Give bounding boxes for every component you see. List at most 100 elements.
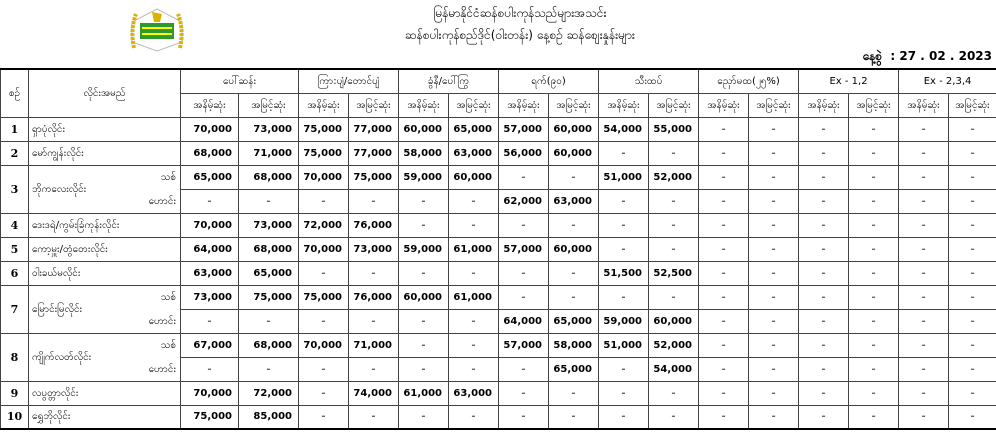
association-logo bbox=[130, 8, 184, 52]
line-name: ရှာပုံလိုင်း bbox=[32, 123, 66, 135]
price-cell: - bbox=[798, 116, 850, 142]
price-cell: - bbox=[448, 260, 499, 286]
price-cell: - bbox=[798, 260, 850, 286]
price-cell: - bbox=[698, 188, 750, 214]
price-cell: - bbox=[598, 236, 649, 262]
price-cell: - bbox=[848, 116, 900, 142]
line-name-cell: ရှာပုံလိုင်း bbox=[28, 116, 181, 142]
price-cell: - bbox=[898, 140, 950, 166]
price-cell: 68,000 bbox=[238, 236, 299, 262]
price-cell: 60,000 bbox=[548, 140, 599, 166]
line-name: လပွတ္တာလိုင်း bbox=[32, 387, 79, 399]
price-cell: - bbox=[848, 380, 900, 406]
price-cell: - bbox=[798, 380, 850, 406]
price-cell: - bbox=[398, 332, 449, 358]
report-date: နေ့စွဲ : 27 . 02 . 2023 bbox=[862, 49, 992, 63]
price-cell: - bbox=[748, 212, 800, 238]
line-name-cell: လပွတ္တာလိုင်း bbox=[28, 380, 181, 406]
price-cell: - bbox=[498, 404, 549, 430]
price-cell: 74,000 bbox=[348, 380, 399, 406]
price-cell: - bbox=[948, 212, 996, 238]
price-cell: - bbox=[698, 236, 750, 262]
price-cell: - bbox=[748, 356, 800, 382]
price-cell: - bbox=[238, 188, 299, 214]
price-cell: 63,000 bbox=[448, 380, 499, 406]
table-row: 9 လပွတ္တာလိုင်း 70,000 72,000-74,000 61,000 6… bbox=[0, 380, 996, 406]
price-cell: - bbox=[798, 236, 850, 262]
price-cell: - bbox=[748, 260, 800, 286]
price-cell: - bbox=[948, 164, 996, 190]
price-cell: - bbox=[598, 284, 649, 310]
col-header-max: အမြင့်ဆုံး bbox=[448, 92, 499, 118]
price-cell: - bbox=[548, 380, 599, 406]
price-cell: - bbox=[348, 404, 399, 430]
price-cell: - bbox=[748, 308, 800, 334]
price-cell: 65,000 bbox=[180, 164, 239, 190]
date-value: 27 . 02 . 2023 bbox=[899, 49, 992, 63]
col-header-group: Ex - 2,3,4 bbox=[898, 68, 996, 94]
table-row: 5 ကော့မှူး/တွံတေးလိုင်း 64,000 68,000 70,000… bbox=[0, 236, 996, 262]
row-number: 3 bbox=[0, 164, 29, 214]
line-name-cell: ဒေးဒရဲ/ကွမ်းခြံကုန်းလိုင်း bbox=[28, 212, 181, 238]
price-cell: 59,000 bbox=[398, 236, 449, 262]
price-cell: 61,000 bbox=[448, 284, 499, 310]
price-cell: 56,000 bbox=[498, 140, 549, 166]
price-cell: 77,000 bbox=[348, 140, 399, 166]
line-name-cell: ကော့မှူး/တွံတေးလိုင်း bbox=[28, 236, 181, 262]
col-header-min: အနိမ့်ဆုံး bbox=[698, 92, 750, 118]
price-cell: - bbox=[848, 284, 900, 310]
price-cell: 52,000 bbox=[647, 164, 700, 190]
price-cell: - bbox=[898, 332, 950, 358]
col-header-min: အနိမ့်ဆုံး bbox=[398, 92, 449, 118]
price-cell: - bbox=[647, 380, 700, 406]
table-row: - - - - - -62,000 63,000- - - - - - - - bbox=[1, 188, 996, 214]
line-name-cell: မြောင်းမြလိုင်း သစ် ဟောင်း bbox=[28, 284, 181, 334]
price-cell: - bbox=[948, 260, 996, 286]
row-number: 8 bbox=[0, 332, 29, 382]
price-cell: 65,000 bbox=[448, 116, 499, 142]
table-row: 6 ဝါးခယ်မလိုင်း 63,000 65,000- - - - - -51,500 52… bbox=[0, 260, 996, 286]
price-cell: - bbox=[448, 332, 499, 358]
price-cell: - bbox=[647, 212, 700, 238]
price-cell: - bbox=[298, 380, 349, 406]
price-cell: - bbox=[898, 260, 950, 286]
col-header-min: အနိမ့်ဆုံး bbox=[898, 92, 950, 118]
price-cell: 75,000 bbox=[238, 284, 299, 310]
price-cell: 59,000 bbox=[598, 308, 649, 334]
price-cell: 60,000 bbox=[548, 116, 599, 142]
price-cell: 57,000 bbox=[498, 116, 549, 142]
price-cell: - bbox=[398, 356, 449, 382]
price-cell: - bbox=[898, 116, 950, 142]
table-row: - - - - - -64,000 65,000 59,000 60,000- - - - - - bbox=[1, 308, 996, 334]
price-cell: - bbox=[848, 332, 900, 358]
price-cell: - bbox=[848, 260, 900, 286]
price-cell: - bbox=[698, 332, 750, 358]
col-header-group: ကြာ:ပျံ/တောင်ပျံ bbox=[298, 68, 399, 94]
price-cell: 67,000 bbox=[180, 332, 239, 358]
price-cell: - bbox=[698, 116, 750, 142]
col-header-group: ပေါ်ဆန်း bbox=[180, 68, 299, 94]
price-cell: 70,000 bbox=[298, 164, 349, 190]
price-cell: - bbox=[348, 308, 399, 334]
price-cell: - bbox=[698, 260, 750, 286]
price-cell: - bbox=[448, 404, 499, 430]
col-header-max: အမြင့်ဆုံး bbox=[548, 92, 599, 118]
price-cell: 76,000 bbox=[348, 284, 399, 310]
price-cell: - bbox=[348, 260, 399, 286]
price-cell: - bbox=[848, 404, 900, 430]
date-label: နေ့စွဲ bbox=[862, 49, 883, 63]
col-header-min: အနိမ့်ဆုံး bbox=[298, 92, 349, 118]
col-header-max: အမြင့်ဆုံး bbox=[647, 92, 700, 118]
price-cell: - bbox=[948, 308, 996, 334]
table-row: 3 ဘိုကလေးလိုင်း သစ် ဟောင်း 65,000 68,000 70,00… bbox=[0, 164, 996, 214]
price-cell: - bbox=[748, 236, 800, 262]
price-cell: - bbox=[298, 188, 349, 214]
price-cell: 65,000 bbox=[548, 356, 599, 382]
col-header-max: အမြင့်ဆုံး bbox=[948, 92, 996, 118]
row-number: 6 bbox=[0, 260, 29, 286]
price-cell: - bbox=[798, 188, 850, 214]
price-cell: - bbox=[948, 236, 996, 262]
row-number: 9 bbox=[0, 380, 29, 406]
price-cell: - bbox=[298, 260, 349, 286]
col-header-max: အမြင့်ဆုံး bbox=[848, 92, 900, 118]
